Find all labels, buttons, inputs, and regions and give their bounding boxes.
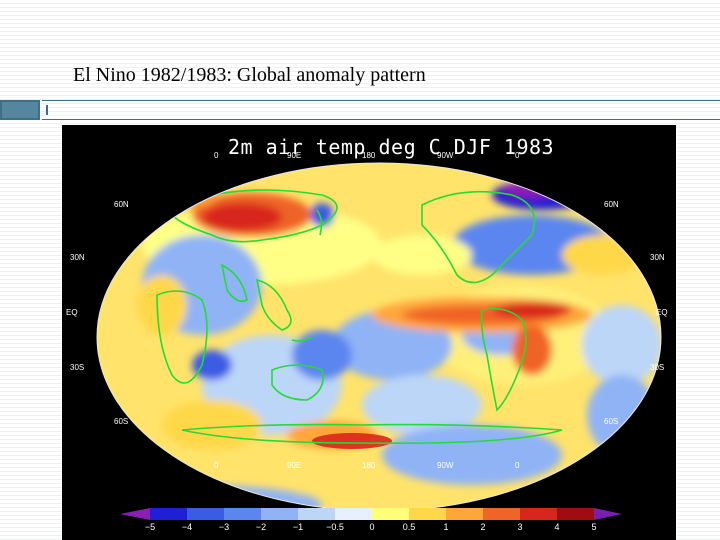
lon-label-bottom: 0 <box>214 461 219 470</box>
colorbar-tick-label: 4 <box>554 522 560 532</box>
colorbar-swatch <box>372 508 409 520</box>
lon-label-bottom: 0 <box>515 461 520 470</box>
lat-label-right: 30S <box>650 363 665 372</box>
colorbar-swatch <box>298 508 335 520</box>
lat-label-right: 30N <box>650 253 665 262</box>
colorbar-swatch <box>520 508 557 520</box>
coastlines <box>156 172 573 445</box>
lat-label-left: 30N <box>70 253 85 262</box>
colorbar <box>120 508 622 520</box>
colorbar-tick-label: −0.5 <box>326 522 344 532</box>
colorbar-tick-label: 0 <box>369 522 375 532</box>
colorbar-tick-label: 2 <box>480 522 486 532</box>
lon-label-top: 180 <box>362 151 376 160</box>
colorbar-tick-label: 3 <box>517 522 523 532</box>
colorbar-tick-label: −3 <box>218 522 230 532</box>
map-canvas <box>96 162 662 520</box>
colorbar-tick-label: 5 <box>591 522 597 532</box>
colorbar-overflow-arrow <box>594 508 622 520</box>
anomaly-map-figure: 2m air temp deg C DJF 1983 0 90E 180 90W… <box>62 125 676 540</box>
lon-label-bottom: 90E <box>287 461 302 470</box>
colorbar-tick-label: 0.5 <box>402 522 416 532</box>
colorbar-tick-label: 1 <box>443 522 449 532</box>
lon-label-top: 0 <box>515 151 520 160</box>
colorbar-swatch <box>335 508 372 520</box>
colorbar-swatch <box>150 508 187 520</box>
colorbar-swatch <box>261 508 298 520</box>
lat-label-right: 60N <box>604 200 619 209</box>
title-accent-box <box>0 100 40 120</box>
slide-title: El Nino 1982/1983: Global anomaly patter… <box>73 64 426 86</box>
colorbar-tick-label: −2 <box>255 522 267 532</box>
lat-label-left: 30S <box>70 363 85 372</box>
lon-label-top: 90W <box>437 151 454 160</box>
colorbar-tick-label: −4 <box>181 522 193 532</box>
lon-label-bottom: 180 <box>362 461 376 470</box>
colorbar-swatch <box>557 508 594 520</box>
lat-label-left: EQ <box>66 308 78 317</box>
colorbar-swatch <box>409 508 446 520</box>
colorbar-underflow-arrow <box>120 508 150 520</box>
anomaly-field <box>97 163 661 511</box>
lat-label-left: 60N <box>114 200 129 209</box>
title-rule <box>0 100 720 120</box>
lon-label-bottom: 90W <box>437 461 454 470</box>
lat-label-left: 60S <box>114 417 129 426</box>
colorbar-swatch <box>483 508 520 520</box>
colorbar-tick-label: −1 <box>292 522 304 532</box>
title-divider <box>42 100 720 120</box>
lat-label-right: 60S <box>604 417 619 426</box>
colorbar-swatch <box>187 508 224 520</box>
colorbar-swatch <box>446 508 483 520</box>
colorbar-tick-label: −5 <box>144 522 156 532</box>
colorbar-swatch <box>224 508 261 520</box>
map-title: 2m air temp deg C DJF 1983 <box>228 135 555 159</box>
lon-label-top: 0 <box>214 151 219 160</box>
lat-label-right: EQ <box>656 308 668 317</box>
lon-label-top: 90E <box>287 151 302 160</box>
